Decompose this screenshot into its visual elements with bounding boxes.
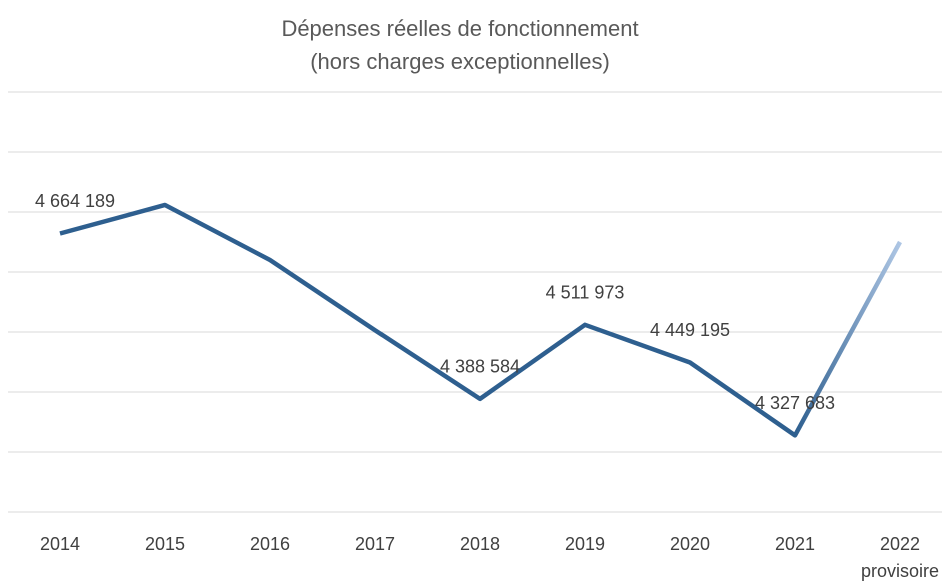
data-label: 4 388 584 <box>440 357 520 377</box>
data-label: 4 664 189 <box>35 191 115 211</box>
data-label: 4 327 683 <box>755 393 835 413</box>
x-tick-label: 2014 <box>39 534 81 554</box>
data-label: 4 511 973 <box>546 283 625 303</box>
chart-subtitle: (hors charges exceptionnelles) <box>310 49 610 74</box>
data-label: 4 449 195 <box>650 320 730 340</box>
x-tick-label: 2017 <box>354 534 396 554</box>
data-line <box>59 202 902 438</box>
x-tick-label: 2021 <box>774 534 816 554</box>
x-tick-label: 2022 provisoire <box>860 534 940 581</box>
x-tick-label: 2018 <box>459 534 501 554</box>
x-tick-label: 2019 <box>564 534 606 554</box>
chart-title: Dépenses réelles de fonctionnement <box>281 16 638 41</box>
x-tick-label: 2016 <box>249 534 291 554</box>
x-tick-label: 2020 <box>669 534 711 554</box>
x-tick-label: 2015 <box>144 534 186 554</box>
